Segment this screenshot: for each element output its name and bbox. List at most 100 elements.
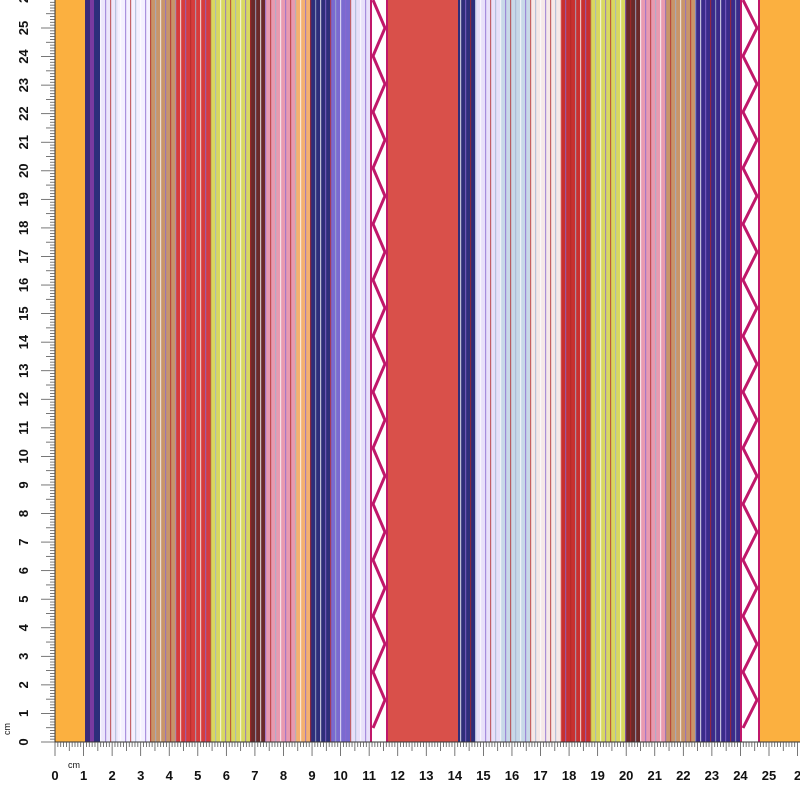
stripe-line [670, 0, 672, 742]
stripe-line [710, 0, 712, 742]
stripe-line [230, 0, 232, 742]
stripe-line [680, 0, 682, 742]
y-ruler-label: 0 [16, 738, 31, 745]
stripe-line [550, 0, 552, 742]
x-ruler-label: 17 [533, 768, 547, 783]
stripe [100, 0, 118, 742]
stripe-line [675, 0, 677, 742]
y-ruler-label: 1 [16, 710, 31, 717]
stripe-line [720, 0, 722, 742]
stripe-line [305, 0, 307, 742]
stripe-line [580, 0, 582, 742]
y-ruler-label: 14 [16, 334, 31, 349]
stripe-line [145, 0, 147, 742]
stripe-line [270, 0, 272, 742]
y-ruler-label: 22 [16, 106, 31, 120]
y-ruler-label: 19 [16, 192, 31, 206]
stripe-line [360, 0, 362, 742]
x-ruler-label: 12 [390, 768, 404, 783]
x-ruler-label: 1 [80, 768, 87, 783]
stripe-line [610, 0, 612, 742]
stripe-line [290, 0, 292, 742]
x-ruler-label: 18 [562, 768, 576, 783]
y-ruler-label: 10 [16, 449, 31, 463]
stripe-line [700, 0, 702, 742]
stripe-line [565, 0, 567, 742]
x-ruler-bg [0, 742, 800, 800]
stripe [118, 0, 150, 742]
stripe-line [150, 0, 152, 742]
stripe [150, 0, 175, 742]
stripe [295, 0, 310, 742]
stripe-line [240, 0, 242, 742]
x-ruler-label: 23 [705, 768, 719, 783]
y-ruler-label: 11 [16, 421, 31, 435]
stripe-line [300, 0, 302, 742]
stripe-line [635, 0, 637, 742]
x-ruler-label: 19 [590, 768, 604, 783]
stripe-line [155, 0, 157, 742]
stripe-line [465, 0, 467, 742]
x-ruler-label: 20 [619, 768, 633, 783]
stripe-line [535, 0, 537, 742]
y-ruler-label: 13 [16, 363, 31, 377]
x-ruler-label: 22 [676, 768, 690, 783]
stripe-line [725, 0, 727, 742]
x-ruler-label: 9 [308, 768, 315, 783]
stripe-line [225, 0, 227, 742]
stripe-line [215, 0, 217, 742]
stripe-line [190, 0, 192, 742]
x-ruler-label: 5 [194, 768, 201, 783]
y-ruler-label: 23 [16, 78, 31, 92]
stripe-line [495, 0, 497, 742]
stripe-line [285, 0, 287, 742]
stripe-line [520, 0, 522, 742]
stripe-line [510, 0, 512, 742]
stripe-line [640, 0, 642, 742]
stripe-line [560, 0, 562, 742]
stripe-line [685, 0, 687, 742]
stripe-line [205, 0, 207, 742]
x-ruler-label: 14 [448, 768, 463, 783]
stripe-line [100, 0, 102, 742]
x-ruler-label: 13 [419, 768, 433, 783]
y-ruler-label: 16 [16, 278, 31, 292]
stripe-line [555, 0, 557, 742]
stripe [695, 0, 740, 742]
stripe-line [645, 0, 647, 742]
stripe [640, 0, 665, 742]
stripe-line [505, 0, 507, 742]
stripe-line [665, 0, 667, 742]
stripe [250, 0, 265, 742]
stripe-line [600, 0, 602, 742]
x-ruler-label: 3 [137, 768, 144, 783]
y-ruler-label: 12 [16, 392, 31, 406]
y-ruler-label: 2 [16, 681, 31, 688]
x-unit-label: cm [68, 760, 80, 770]
x-ruler-label: 2 [109, 768, 116, 783]
stripe-line [490, 0, 492, 742]
stripe-line [280, 0, 282, 742]
stripe-line [460, 0, 462, 742]
y-ruler-label: 17 [16, 249, 31, 263]
stripe-line [735, 0, 737, 742]
stripe-line [175, 0, 177, 742]
stripe-line [655, 0, 657, 742]
stripe [388, 0, 458, 742]
stripe-line [185, 0, 187, 742]
stripe-line [170, 0, 172, 742]
stripe-line [630, 0, 632, 742]
x-ruler-label: 24 [733, 768, 748, 783]
stripe [625, 0, 640, 742]
stripe-line [475, 0, 477, 742]
y-unit-label: cm [2, 723, 12, 735]
stripe [55, 0, 85, 742]
stripe-line [340, 0, 342, 742]
stripe-line [470, 0, 472, 742]
stripe-line [615, 0, 617, 742]
stripe-line [660, 0, 662, 742]
stripe [475, 0, 500, 742]
stripe-line [620, 0, 622, 742]
zigzag-edge [370, 0, 372, 742]
